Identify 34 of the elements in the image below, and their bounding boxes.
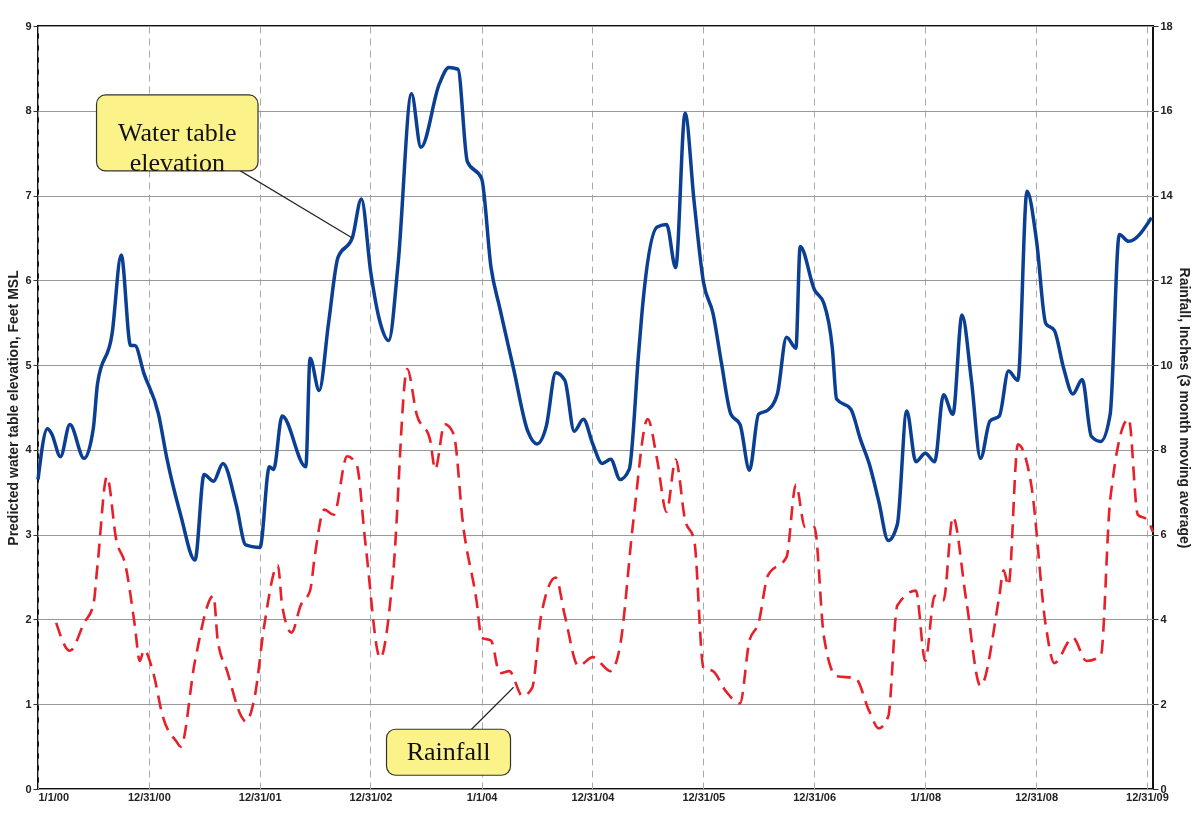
x-tick-label: 12/31/01 bbox=[238, 790, 282, 803]
x-tick-label: 12/31/06 bbox=[793, 790, 837, 803]
y2-tick-label: 4 bbox=[1160, 612, 1168, 625]
y2-tick-label: 12 bbox=[1160, 273, 1173, 286]
y2-tick-label: 8 bbox=[1160, 443, 1167, 456]
x-tick-label: 1/1/00 bbox=[38, 790, 70, 803]
y-tick-label: 8 bbox=[25, 104, 32, 117]
y2-tick-label: 18 bbox=[1160, 19, 1173, 32]
y-tick-label: 2 bbox=[25, 612, 32, 625]
x-tick-label: 12/31/08 bbox=[1015, 790, 1059, 803]
y-tick-label: 5 bbox=[25, 358, 32, 371]
y-tick-label: 0 bbox=[25, 782, 32, 795]
y2-tick-label: 16 bbox=[1160, 104, 1173, 117]
line-series bbox=[36, 65, 1154, 562]
x-tick-label: 1/1/04 bbox=[466, 790, 499, 803]
y2-tick-label: 2 bbox=[1160, 697, 1167, 710]
y-tick-label: 3 bbox=[25, 528, 32, 541]
y-tick-label: 1 bbox=[25, 697, 32, 710]
x-tick-label: 12/31/05 bbox=[682, 790, 726, 803]
x-tick-label: 1/1/08 bbox=[910, 790, 942, 803]
annotation: Water table elevation bbox=[118, 117, 237, 177]
y2-axis-title: Rainfall, Inches (3 month moving average) bbox=[1176, 267, 1193, 549]
y2-tick-label: 14 bbox=[1160, 189, 1174, 202]
y-tick-label: 7 bbox=[25, 189, 32, 202]
y2-tick-label: 6 bbox=[1160, 528, 1167, 541]
y-tick-label: 4 bbox=[25, 443, 33, 456]
annotation: Rainfall bbox=[406, 737, 491, 767]
x-tick-label: 12/31/02 bbox=[349, 790, 393, 803]
y2-tick-label: 10 bbox=[1160, 358, 1173, 371]
x-tick-label: 12/31/04 bbox=[571, 790, 616, 803]
y-tick-label: 6 bbox=[25, 273, 32, 286]
y-axis-title: Predicted water table elevation, Feet MSL bbox=[5, 269, 22, 546]
x-tick-label: 12/31/00 bbox=[127, 790, 171, 803]
y-tick-label: 9 bbox=[25, 19, 32, 32]
